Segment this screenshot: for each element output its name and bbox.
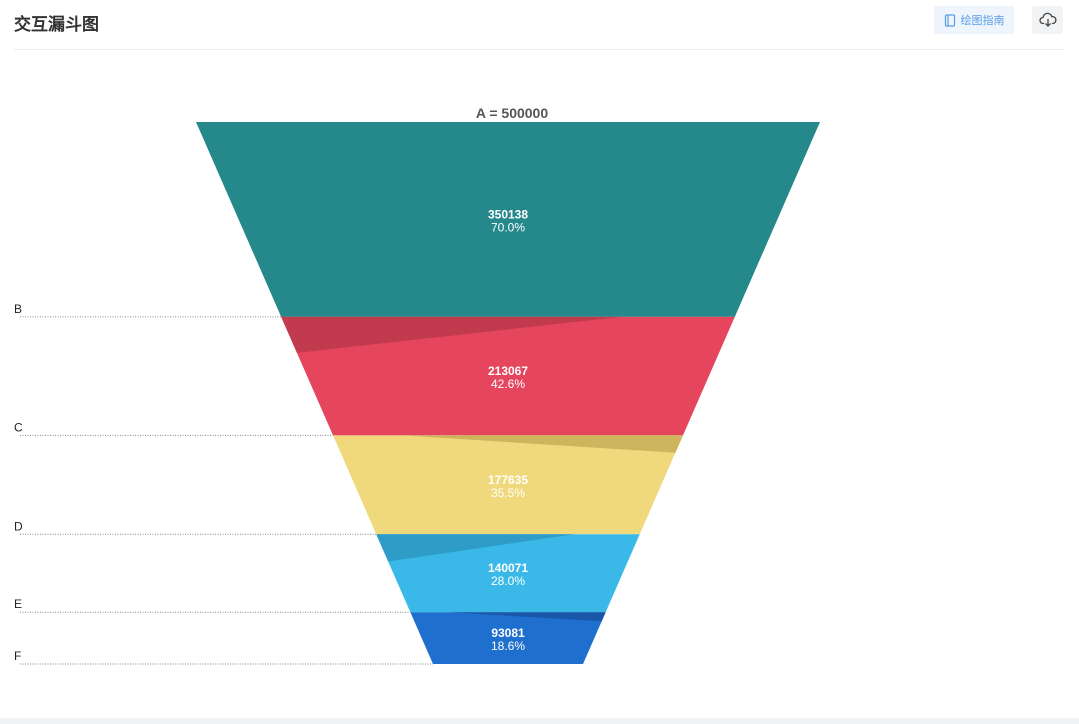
funnel-segment-shade-d [403,435,683,453]
stage-value-d: 177635 [488,473,528,487]
stage-label-f: F [14,649,21,663]
stage-value-c: 213067 [488,364,528,378]
funnel-segment-d[interactable] [333,435,683,535]
funnel-segment-c[interactable] [281,316,735,436]
stage-percent-c: 42.6% [491,377,525,391]
stage-value-e: 140071 [488,561,528,575]
stage-label-e: E [14,597,22,611]
cloud-download-icon [1038,12,1056,27]
funnel-segment-shade-f [449,612,606,622]
top-label: A = 500000 [476,105,548,121]
stage-percent-d: 35.5% [491,486,525,500]
book-icon [944,13,955,27]
stage-value-b: 350138 [488,207,528,221]
bottom-scrollbar [0,718,1079,724]
drawing-guide-label: 绘图指南 [960,14,1005,27]
funnel-segment-shade-c [281,316,622,353]
stage-percent-e: 28.0% [491,574,525,588]
stage-value-f: 93081 [491,626,525,640]
stage-label-c: C [14,420,23,434]
stage-label-d: D [14,519,23,533]
drawing-guide-button[interactable]: 绘图指南 [934,6,1014,34]
funnel-segment-b[interactable] [196,122,820,317]
stage-label-b: B [14,302,22,316]
header: 交互漏斗图 绘图指南 [14,0,1063,50]
download-button[interactable] [1032,6,1063,34]
stage-percent-f: 18.6% [491,639,525,653]
stage-percent-b: 70.0% [491,220,525,234]
funnel-segment-f[interactable] [410,612,606,664]
funnel-segment-shade-e [376,534,574,562]
funnel-segment-e[interactable] [376,534,640,613]
page-title: 交互漏斗图 [14,15,99,35]
